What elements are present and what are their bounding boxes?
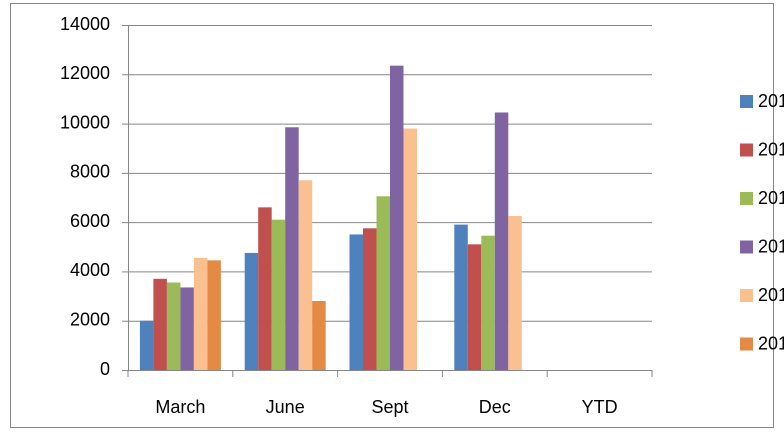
- legend-label: 2015: [758, 333, 784, 353]
- bar: [390, 65, 404, 371]
- bar: [207, 260, 221, 370]
- legend-swatch: [740, 95, 753, 108]
- legend-label: 2013: [758, 236, 784, 256]
- bar: [403, 128, 417, 370]
- y-tick-label: 6000: [70, 211, 110, 231]
- bar: [312, 301, 326, 370]
- x-tick-label: March: [155, 397, 205, 417]
- bar: [363, 228, 377, 370]
- x-tick-label: YTD: [582, 397, 618, 417]
- x-tick-label: Sept: [371, 397, 408, 417]
- legend-label: 2010: [758, 91, 784, 111]
- legend-swatch: [740, 240, 753, 254]
- bar: [376, 196, 390, 370]
- bar: [298, 180, 313, 370]
- legend-swatch: [740, 143, 753, 157]
- bar: [454, 224, 468, 370]
- y-tick-label: 0: [100, 359, 110, 379]
- bar: [494, 112, 509, 370]
- bar: [467, 244, 482, 370]
- legend-swatch: [740, 289, 753, 302]
- bar: [285, 127, 299, 371]
- bar: [244, 252, 259, 370]
- bar: [193, 257, 208, 370]
- x-tick-label: June: [266, 397, 305, 417]
- y-tick-label: 14000: [60, 14, 110, 34]
- y-tick-label: 4000: [70, 260, 110, 280]
- x-tick-label: Dec: [479, 397, 511, 417]
- y-tick-label: 8000: [70, 162, 110, 182]
- bar: [139, 320, 154, 370]
- legend-swatch: [740, 192, 753, 205]
- bar: [481, 235, 495, 370]
- bar: [258, 207, 272, 370]
- bar: [166, 282, 181, 370]
- legend-label: 2014: [758, 285, 784, 305]
- bar: [180, 287, 194, 370]
- bar: [271, 219, 286, 370]
- bar: [508, 215, 522, 370]
- y-tick-label: 12000: [60, 63, 110, 83]
- bar: [349, 234, 363, 370]
- legend-swatch: [740, 337, 753, 351]
- bar: [153, 278, 167, 370]
- y-tick-label: 2000: [70, 309, 110, 329]
- y-tick-label: 10000: [60, 112, 110, 132]
- legend-label: 2011: [758, 139, 784, 159]
